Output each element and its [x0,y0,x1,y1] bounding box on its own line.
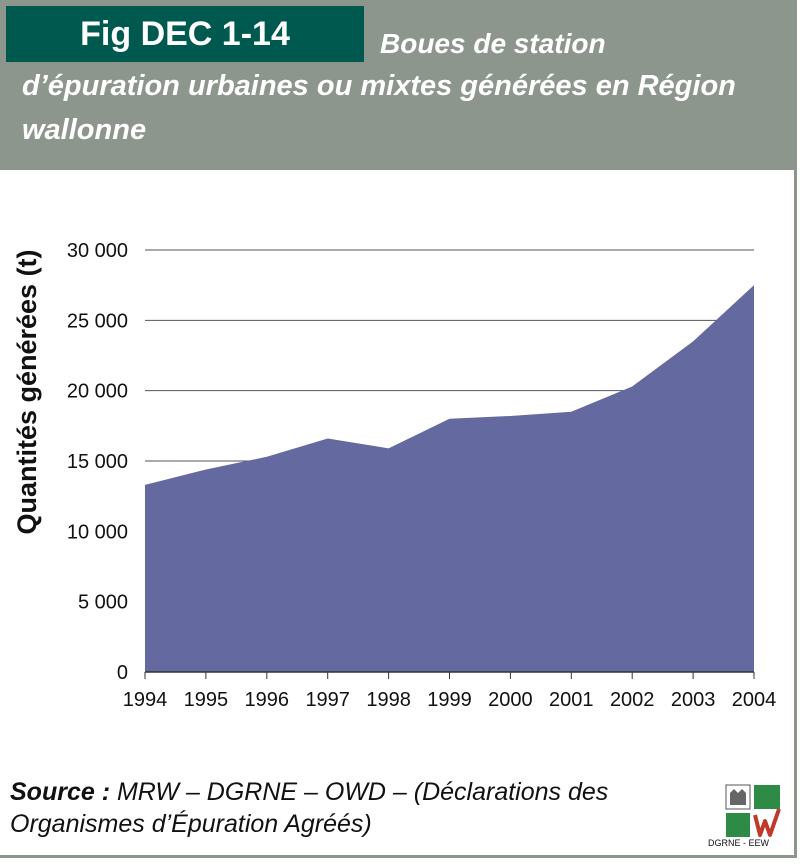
y-tick-label: 0 [117,662,128,684]
y-axis-label: Quantités générées (t) [12,249,42,534]
y-tick-label: 20 000 [67,381,128,403]
title-line-2: d’épuration urbaines ou mixtes générées … [22,70,736,102]
x-tick-label: 2004 [732,689,777,711]
figure-number-tag: Fig DEC 1-14 [6,6,364,62]
x-tick-label: 2001 [549,689,594,711]
x-tick-labels: 1994 1995 1996 1997 1998 1999 2000 2001 2002 2003… [123,689,777,711]
y-tick-label: 5 000 [78,592,128,614]
area-chart: 0 5 000 10 000 15 000 20 000 25 000 30 000 199… [12,240,777,711]
x-tick-label: 1994 [123,689,168,711]
axes [144,671,755,679]
figure-number: DEC 1-14 [140,15,290,53]
source-label: Source : [10,778,111,806]
y-tick-label: 30 000 [67,240,128,262]
area-series [145,285,754,672]
source-note: Source : MRW – DGRNE – OWD – (Déclaratio… [10,776,725,840]
dgrne-eew-logo-icon [725,784,781,837]
x-tick-label: 1998 [366,689,411,711]
source-text: MRW – DGRNE – OWD – (Déclarations des Or… [10,778,609,838]
x-tick-label: 1996 [245,689,290,711]
y-tick-labels: 0 5 000 10 000 15 000 20 000 25 000 30 000 [67,240,128,684]
x-tick-label: 1999 [427,689,472,711]
figure-header: Fig DEC 1-14 Boues de station d’épuratio… [0,0,797,170]
x-tick-label: 1997 [305,689,350,711]
y-tick-label: 25 000 [67,310,128,332]
x-tick-label: 2000 [488,689,533,711]
x-tick-label: 2003 [671,689,716,711]
y-tick-label: 10 000 [67,521,128,543]
x-tick-label: 1995 [184,689,229,711]
title-line-1: Boues de station [380,28,606,59]
figure-prefix: Fig [80,15,132,53]
x-tick-label: 2002 [610,689,655,711]
title-line-3: wallonne [22,114,147,146]
y-tick-label: 15 000 [67,451,128,473]
logo-caption: DGRNE - EEW [708,838,770,848]
